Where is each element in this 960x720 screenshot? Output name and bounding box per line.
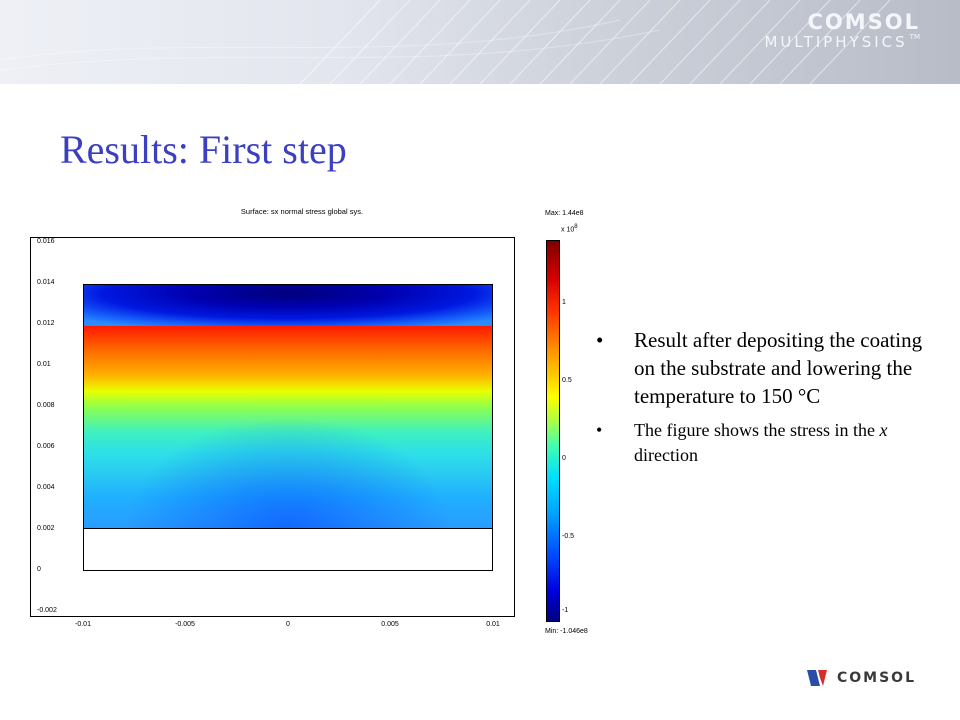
y-tick-label: 0.008 [37, 402, 55, 409]
coating-layer [84, 285, 492, 326]
bullet-text: Result after depositing the coating on t… [634, 328, 923, 408]
substrate-unstressed-region [83, 529, 493, 571]
bullet-unit: °C [797, 384, 821, 408]
bullet-item: • Result after depositing the coating on… [596, 326, 946, 410]
substrate-low-stress-shade [84, 326, 492, 528]
footer-comsol-logo: COMSOL [806, 670, 916, 686]
y-tick-label: 0.01 [37, 361, 51, 368]
y-tick-label: 0.002 [37, 525, 55, 532]
banner-decor-lines [0, 0, 891, 84]
bullet-symbol: • [596, 328, 604, 352]
plot-title: Surface: sx normal stress global sys. [240, 207, 364, 216]
y-tick-label: 0.006 [37, 443, 55, 450]
x-tick-label: 0 [286, 621, 290, 628]
x-tick-label: 0.01 [486, 621, 500, 628]
y-tick-label: 0.012 [37, 320, 55, 327]
bullet-symbol: • [596, 420, 603, 440]
plot-axes-frame [30, 237, 515, 617]
comsol-logo-icon [806, 670, 827, 686]
header-banner: COMSOL MULTIPHYSICS TM [0, 0, 960, 84]
bullet-text-end: direction [634, 445, 698, 465]
x-tick-label: -0.005 [175, 621, 195, 628]
y-tick-label: 0 [37, 566, 41, 573]
footer-brand-text: COMSOL [836, 670, 916, 686]
bullet-list: • Result after depositing the coating on… [596, 326, 946, 468]
logo-brand-line1: COMSOL [807, 10, 920, 34]
stress-surface-plot: Surface: sx normal stress global sys. 0.… [30, 200, 600, 640]
colorbar-tick-label: 0 [562, 455, 566, 462]
bullet-italic-variable: x [879, 420, 888, 440]
colorbar-max-label: Max: 1.44e8 [545, 210, 584, 217]
trademark-mark: TM [909, 33, 920, 41]
colorbar-exponent: x 108 [561, 224, 578, 234]
colorbar [546, 240, 560, 622]
bullet-text: The figure shows the stress in the [634, 420, 880, 440]
logo-brand-line2: MULTIPHYSICS TM [764, 33, 920, 51]
colorbar-tick-label: -1 [562, 607, 569, 614]
x-tick-label: -0.01 [75, 621, 91, 628]
y-tick-label: 0.014 [37, 279, 55, 286]
y-tick-label: 0.016 [37, 238, 55, 245]
x-tick-label: 0.005 [381, 621, 399, 628]
y-tick-label: -0.002 [37, 607, 57, 614]
slide-title: Results: First step [60, 127, 347, 172]
colorbar-tick-label: 0.5 [562, 377, 572, 384]
colorbar-min-label: Min: -1.046e8 [545, 628, 588, 635]
bullet-item: • The figure shows the stress in the x d… [596, 418, 946, 468]
colorbar-tick-label: 1 [562, 299, 566, 306]
y-tick-label: 0.004 [37, 484, 55, 491]
stress-color-field [83, 284, 493, 529]
colorbar-tick-label: -0.5 [562, 533, 575, 540]
comsol-multiphysics-logo: COMSOL MULTIPHYSICS TM [764, 10, 920, 51]
